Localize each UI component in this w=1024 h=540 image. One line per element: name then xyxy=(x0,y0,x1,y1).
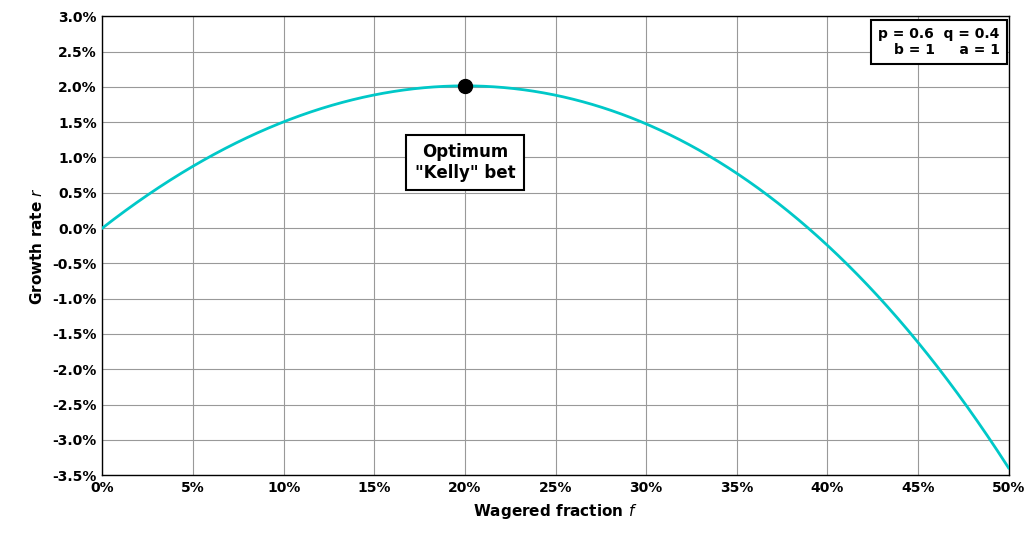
Point xyxy=(457,82,473,90)
X-axis label: Wagered fraction $f$: Wagered fraction $f$ xyxy=(473,502,638,521)
Text: p = 0.6  q = 0.4
b = 1     a = 1: p = 0.6 q = 0.4 b = 1 a = 1 xyxy=(879,27,999,57)
Y-axis label: Growth rate $r$: Growth rate $r$ xyxy=(30,187,45,305)
Text: Optimum
"Kelly" bet: Optimum "Kelly" bet xyxy=(415,143,515,182)
